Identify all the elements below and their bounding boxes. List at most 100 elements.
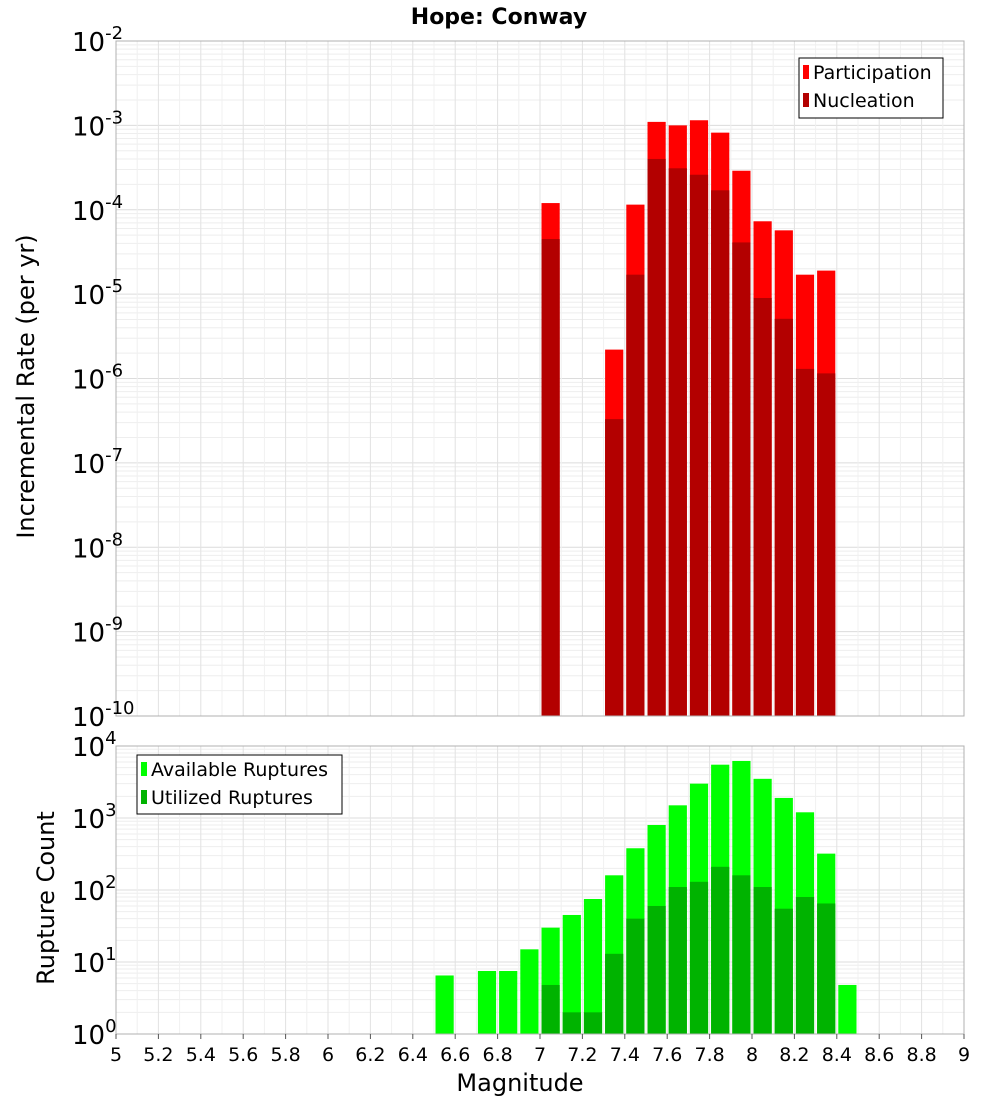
y-tick-exponent: 2 [105, 872, 116, 893]
y-tick-label: 10-10 [72, 698, 135, 733]
y-tick-exponent: 4 [105, 728, 116, 749]
y-tick-label: 10-2 [72, 23, 123, 58]
legend-label: Utilized Ruptures [151, 787, 313, 809]
x-tick-label: 7.4 [610, 1044, 640, 1066]
y-tick-exponent: -3 [105, 107, 123, 128]
bar [605, 419, 624, 716]
chart-title: Hope: Conway [411, 5, 587, 30]
legend-label: Available Ruptures [151, 759, 328, 781]
x-tick-label: 8.2 [779, 1044, 809, 1066]
bar [795, 368, 815, 716]
x-tick-label: 7.2 [567, 1044, 597, 1066]
y-tick-label: 10-5 [72, 276, 123, 311]
bar [626, 918, 645, 1034]
bar [541, 984, 560, 1034]
y-axis-label: Rupture Count [32, 811, 60, 985]
bar [774, 908, 793, 1034]
series-1 [541, 158, 836, 717]
bar [583, 1012, 603, 1034]
x-tick-label: 9 [958, 1044, 970, 1066]
y-tick-label: 10-8 [72, 529, 123, 564]
y-tick-exponent: 3 [105, 800, 116, 821]
x-tick-label: 5 [110, 1044, 122, 1066]
y-tick-label: 10-3 [72, 107, 123, 142]
legend-swatch [803, 93, 809, 107]
x-tick-label: 7.8 [694, 1044, 724, 1066]
grid [115, 41, 965, 717]
y-tick-label: 10-6 [72, 361, 123, 396]
bar [647, 158, 666, 717]
x-axis-label: Magnitude [456, 1069, 583, 1097]
legend-box [136, 754, 343, 815]
bar [838, 984, 857, 1034]
bar [520, 949, 539, 1034]
bar [499, 970, 518, 1034]
bar [605, 953, 624, 1034]
bar [668, 887, 687, 1034]
y-tick-label: 10-9 [72, 614, 123, 649]
y-tick-exponent: -5 [105, 276, 123, 297]
y-tick-exponent: -8 [105, 529, 123, 550]
x-tick-label: 6.6 [440, 1044, 470, 1066]
legend: Available Ruptures Utilized Ruptures [136, 754, 343, 815]
legend-label: Nucleation [813, 90, 915, 112]
y-tick-label: 103 [72, 800, 117, 835]
legend-label: Participation [813, 62, 932, 84]
bar [583, 898, 603, 1034]
bar [689, 174, 709, 716]
bar [774, 318, 793, 716]
x-tick-label: 6.4 [398, 1044, 428, 1066]
x-tick-label: 6.2 [355, 1044, 385, 1066]
y-tick-label: 102 [72, 872, 117, 907]
x-tick-label: 8.8 [906, 1044, 936, 1066]
series-1 [541, 866, 836, 1034]
x-tick-label: 5.4 [186, 1044, 216, 1066]
x-tick-label: 5.6 [228, 1044, 258, 1066]
y-tick-exponent: -10 [105, 698, 134, 719]
bar [689, 881, 709, 1034]
x-tick-label: 6 [322, 1044, 334, 1066]
y-tick-exponent: -2 [105, 23, 123, 44]
bar [817, 373, 836, 716]
y-tick-exponent: -4 [105, 192, 123, 213]
bar [562, 1012, 581, 1034]
bar [562, 914, 581, 1034]
bar [647, 905, 666, 1034]
bar [626, 274, 645, 716]
y-tick-exponent: 0 [105, 1016, 116, 1037]
chart-panel-0: 10-10 10-9 10-8 10-7 10-6 10-5 10-4 10-3 10-2 Inc… [12, 23, 965, 733]
x-tick-label: 7 [534, 1044, 546, 1066]
y-tick-exponent: -9 [105, 614, 123, 635]
bar [753, 297, 772, 716]
bar [711, 866, 730, 1034]
y-axis-label: Incremental Rate (per yr) [12, 234, 40, 538]
bar [711, 190, 730, 716]
x-tick-label: 6.8 [482, 1044, 512, 1066]
x-tick-label: 5.2 [143, 1044, 173, 1066]
legend-swatch [141, 762, 147, 776]
y-tick-exponent: 1 [105, 944, 116, 965]
x-tick-label: 7.6 [652, 1044, 682, 1066]
plot-frame [115, 40, 965, 717]
bar [732, 875, 751, 1034]
x-tick-label: 5.8 [270, 1044, 300, 1066]
y-tick-exponent: -7 [105, 445, 123, 466]
legend: Participation Nucleation [798, 57, 944, 119]
legend-swatch [141, 790, 147, 804]
bar [795, 896, 815, 1034]
bar [477, 970, 497, 1034]
y-tick-label: 104 [72, 728, 117, 763]
bar [668, 168, 687, 716]
y-tick-exponent: -6 [105, 361, 123, 382]
bar [435, 975, 454, 1034]
bar [817, 903, 836, 1034]
bar [732, 242, 751, 716]
y-tick-label: 10-4 [72, 192, 123, 227]
x-tick-label: 8.4 [822, 1044, 852, 1066]
x-tick-label: 8.6 [864, 1044, 894, 1066]
y-tick-label: 10-7 [72, 445, 123, 480]
legend-swatch [803, 65, 809, 79]
